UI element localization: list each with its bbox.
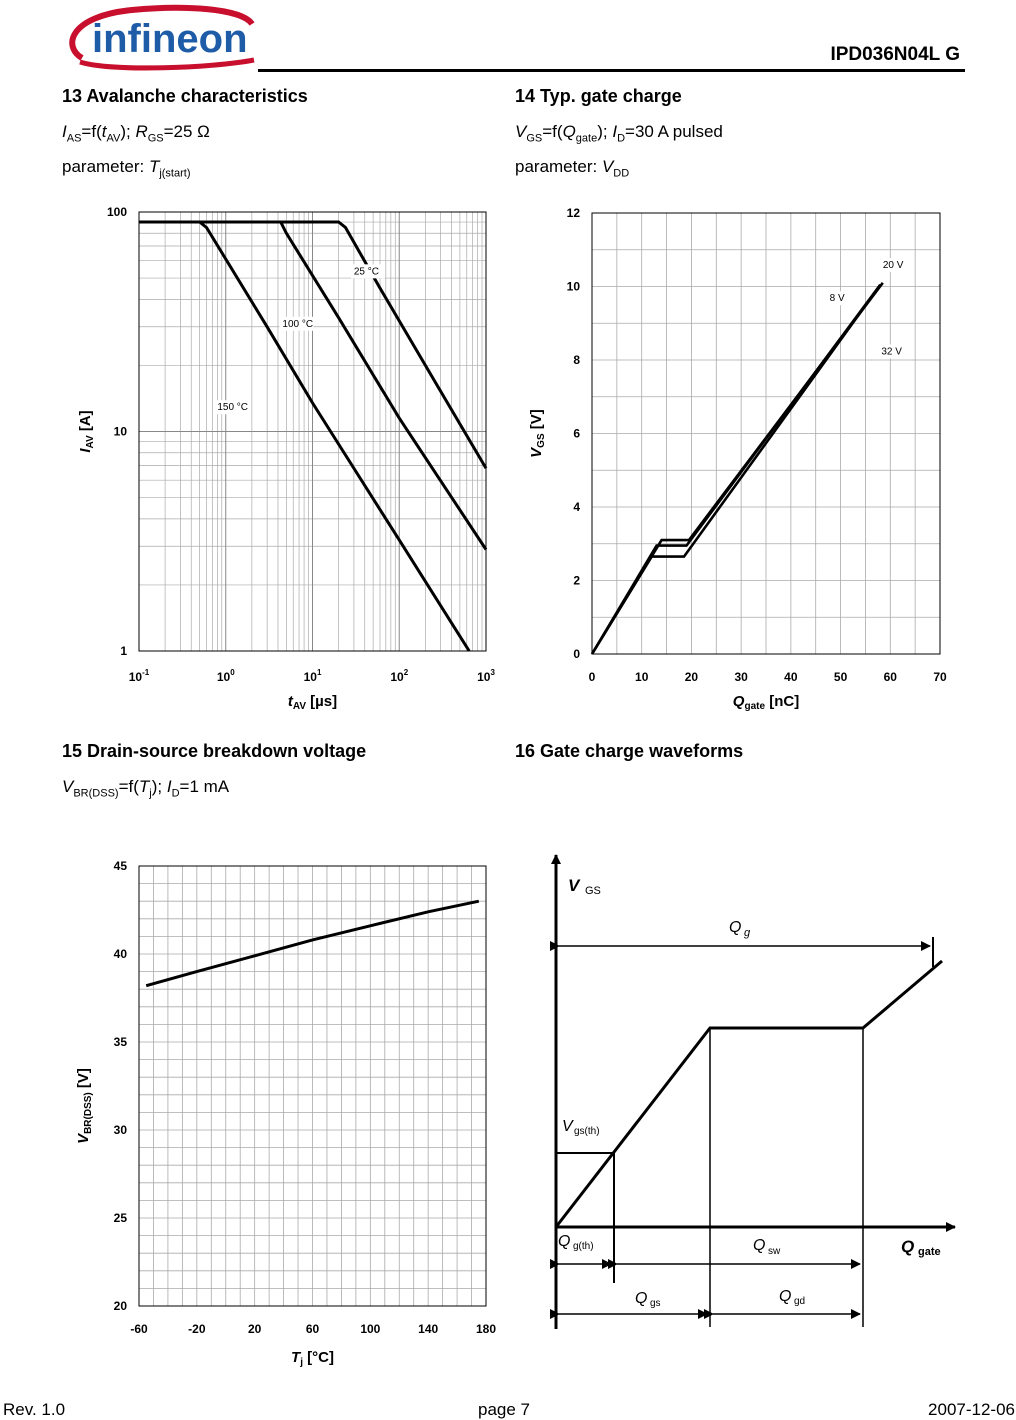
plot-frame xyxy=(591,212,941,655)
x-tick-label: 60 xyxy=(884,670,898,684)
annotation-label: 8 V xyxy=(830,293,845,304)
section-13-formula: IAS=f(tAV); RGS=25 Ω xyxy=(62,122,210,145)
label-qg-s: g xyxy=(744,927,751,939)
y-tick-label: 6 xyxy=(573,427,580,441)
section-15-formula: VBR(DSS)=f(Tj); ID=1 mA xyxy=(62,777,230,800)
y-tick-label: 10 xyxy=(567,280,581,294)
x-tick-label: 103 xyxy=(477,668,495,684)
footer-page: page 7 xyxy=(478,1400,530,1419)
label-qg-v: Q xyxy=(729,919,741,936)
y-tick-label: 45 xyxy=(114,859,128,873)
x-axis-label: Tj [°C] xyxy=(291,1349,334,1368)
x-tick-label: -60 xyxy=(130,1322,148,1336)
part-number: IPD036N04L G xyxy=(830,44,960,65)
gate-charge-chart: 0 10 20 30 40 50 60 70 0 2 4 6 8 10 12 20 V 8 V 32 V Qgate… xyxy=(528,206,947,712)
gate-charge-waveform-diagram: V GS Q g V gs(th) Q g(th) Q sw Q gate Q … xyxy=(550,854,956,1329)
y-tick-label: 35 xyxy=(114,1035,128,1049)
x-tick-label: -20 xyxy=(188,1322,206,1336)
x-tick-label: 70 xyxy=(933,670,947,684)
x-tick-label: 20 xyxy=(248,1322,262,1336)
x-tick-label: 100 xyxy=(360,1322,380,1336)
breakdown-voltage-line xyxy=(145,899,480,988)
annotation-label: 20 V xyxy=(883,260,904,271)
section-14-title: 14 Typ. gate charge xyxy=(515,86,682,106)
label-qgd-v: Q xyxy=(779,1288,791,1305)
annotation-label: 32 V xyxy=(881,346,902,357)
x-tick-label: 30 xyxy=(734,670,748,684)
label-vgs-s: GS xyxy=(585,885,601,897)
x-tick-label: 101 xyxy=(304,668,322,684)
label-qsw-s: sw xyxy=(768,1246,781,1257)
label-vgs-v: V xyxy=(568,876,581,895)
header-rule xyxy=(258,69,965,72)
x-tick-label: 0 xyxy=(589,670,596,684)
y-axis-label: VBR(DSS) [V] xyxy=(75,1068,94,1144)
y-tick-label: 30 xyxy=(114,1123,128,1137)
x-tick-label: 40 xyxy=(784,670,798,684)
annotation-bg xyxy=(214,400,249,415)
infineon-logo: infineon xyxy=(69,4,255,71)
y-tick-label: 40 xyxy=(114,947,128,961)
annotation-bg xyxy=(827,291,854,306)
label-qgth-s: g(th) xyxy=(573,1241,594,1252)
section-14-formula: VGS=f(Qgate); ID=30 A pulsed xyxy=(515,122,723,145)
y-tick-label: 8 xyxy=(573,353,580,367)
x-tick-label: 180 xyxy=(476,1322,496,1336)
label-vgsth-v: V xyxy=(562,1118,574,1135)
y-tick-label: 20 xyxy=(114,1299,128,1313)
x-tick-label: 10 xyxy=(635,670,649,684)
y-tick-label: 2 xyxy=(573,574,580,588)
x-tick-label: 102 xyxy=(390,668,408,684)
y-tick-label: 10 xyxy=(114,425,128,439)
annotation-label: 25 °C xyxy=(354,266,379,277)
series-32V-line xyxy=(590,287,879,655)
label-qgs-s: gs xyxy=(650,1298,661,1309)
series-25C-line xyxy=(139,220,488,470)
section-14-parameter: parameter: VDD xyxy=(515,157,630,180)
plot-frame xyxy=(138,865,487,1307)
label-qgth-v: Q xyxy=(558,1233,570,1250)
x-tick-label: 10-1 xyxy=(129,668,150,684)
annotation-bg xyxy=(880,258,907,273)
x-axis-label: Qgate [nC] xyxy=(733,693,799,712)
logo-text: infineon xyxy=(92,17,248,61)
y-tick-label: 12 xyxy=(567,206,581,220)
label-qgate-s: gate xyxy=(918,1246,941,1258)
x-tick-label: 60 xyxy=(306,1322,320,1336)
section-15-title: 15 Drain-source breakdown voltage xyxy=(62,741,367,761)
vgs-waveform xyxy=(554,959,943,1228)
section-13-parameter: parameter: Tj(start) xyxy=(62,157,191,180)
y-tick-label: 25 xyxy=(114,1211,128,1225)
y-tick-label: 0 xyxy=(573,647,580,661)
series-20V-line xyxy=(590,283,882,655)
x-tick-label: 50 xyxy=(834,670,848,684)
footer-date: 2007-12-06 xyxy=(928,1400,1015,1419)
y-axis-label: VGS [V] xyxy=(528,409,547,458)
annotation-label: 100 °C xyxy=(282,319,313,330)
y-tick-label: 1 xyxy=(120,644,127,658)
y-axis-label: IAV [A] xyxy=(77,410,96,452)
x-tick-label: 100 xyxy=(217,668,235,684)
y-tick-label: 4 xyxy=(573,500,580,514)
annotation-label: 150 °C xyxy=(217,402,248,413)
section-16-title: 16 Gate charge waveforms xyxy=(515,741,744,761)
annotation-bg xyxy=(350,264,385,279)
avalanche-chart: 10-1 100 101 102 103 1 10 100 25 °C 100 °C 150 °C t… xyxy=(77,205,495,712)
annotation-bg xyxy=(879,344,906,359)
footer-revision: Rev. 1.0 xyxy=(3,1400,66,1419)
section-13-title: 13 Avalanche characteristics xyxy=(62,86,308,106)
x-axis-label: tAV [µs] xyxy=(288,693,337,712)
breakdown-voltage-chart: -60 -20 20 60 100 140 180 20 25 30 35 40 45 Tj [°C] VB… xyxy=(75,859,496,1368)
y-tick-label: 100 xyxy=(107,205,127,219)
annotation-bg xyxy=(279,316,314,331)
x-tick-label: 20 xyxy=(685,670,699,684)
x-tick-label: 140 xyxy=(418,1322,438,1336)
label-qsw-v: Q xyxy=(753,1237,765,1254)
label-vgsth-s: gs(th) xyxy=(574,1126,600,1137)
label-qgs-v: Q xyxy=(635,1290,647,1307)
label-qgd-s: gd xyxy=(794,1296,805,1307)
plot-frame xyxy=(138,211,487,652)
label-qgate-v: Q xyxy=(901,1237,914,1256)
